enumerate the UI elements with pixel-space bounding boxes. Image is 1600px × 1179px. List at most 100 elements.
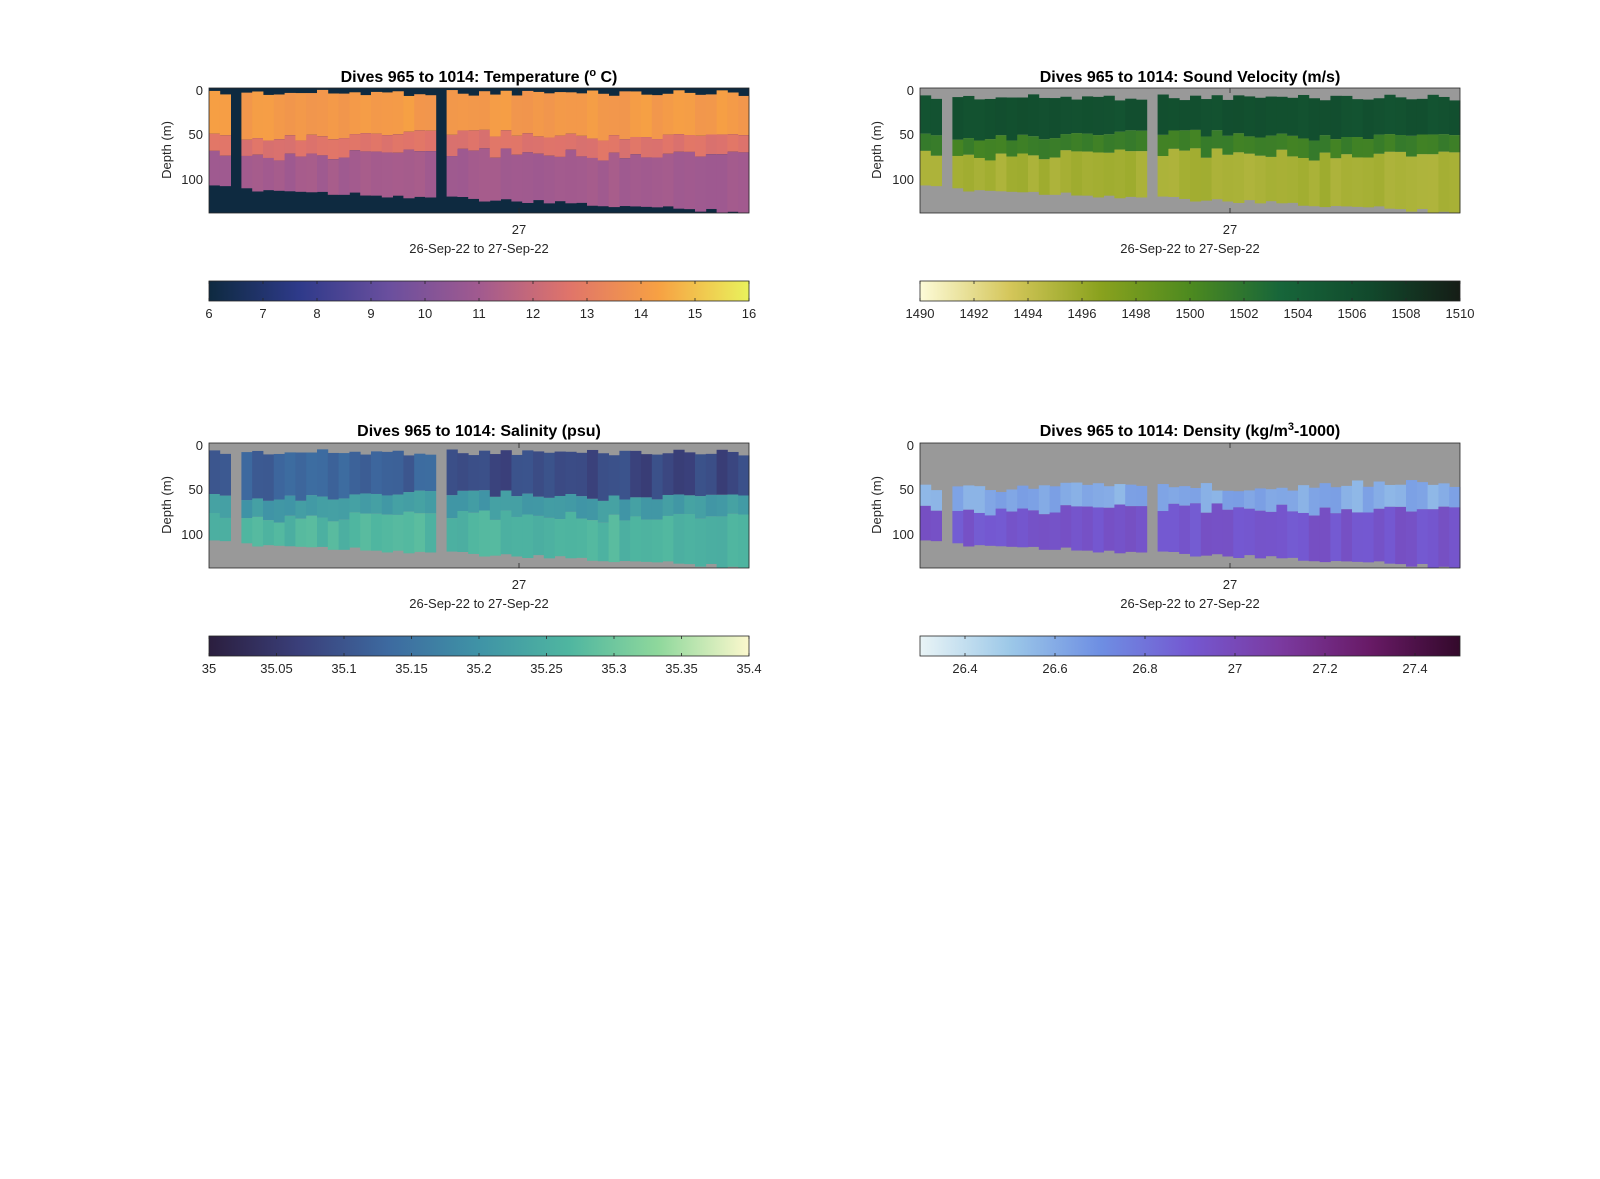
salinity-cell — [533, 451, 545, 497]
temperature-cell — [306, 153, 318, 193]
density-cell — [1017, 485, 1029, 509]
temperature-cell — [651, 157, 663, 208]
salinity-cell — [630, 450, 642, 498]
temperature-colorbar-tick-label: 16 — [742, 306, 756, 321]
salinity-cell — [597, 453, 609, 501]
temperature-cell — [403, 149, 415, 199]
sound-velocity-cell — [1179, 100, 1191, 131]
temperature-cell — [543, 93, 555, 138]
salinity-cell — [565, 511, 577, 559]
sound-velocity-cell — [974, 140, 986, 158]
salinity-cell — [457, 490, 469, 511]
temperature-cell — [295, 156, 307, 192]
salinity-cell — [522, 450, 534, 494]
density-cell — [1082, 484, 1094, 507]
salinity-cell — [576, 496, 588, 519]
salinity-title: Dives 965 to 1014: Salinity (psu) — [357, 423, 601, 440]
temperature-cell — [349, 134, 361, 151]
salinity-cell — [673, 513, 685, 564]
salinity-cell — [414, 513, 426, 552]
salinity-cell — [684, 514, 696, 565]
sound-velocity-cell — [930, 98, 942, 136]
density-cell — [1179, 486, 1191, 506]
sound-velocity-cell — [952, 155, 964, 189]
temperature-cell — [306, 93, 318, 135]
sound-velocity-cell — [1222, 135, 1234, 155]
salinity-cell — [727, 451, 739, 495]
salinity-cell — [716, 494, 728, 517]
salinity-cell — [306, 495, 318, 516]
density-cell — [1244, 508, 1256, 556]
sound-velocity-cell — [1233, 133, 1245, 153]
temperature-cell — [662, 153, 674, 207]
temperature-cell — [489, 136, 501, 158]
salinity-cell — [543, 517, 555, 559]
temperature-cell — [500, 148, 512, 200]
density-cell — [920, 484, 932, 506]
salinity-cell — [727, 494, 739, 514]
sound-velocity-cell — [1136, 130, 1148, 152]
salinity-cell — [554, 451, 566, 496]
salinity-cell — [349, 494, 361, 513]
temperature-cell — [608, 95, 620, 136]
salinity-cell — [662, 515, 674, 562]
temperature-cell — [738, 95, 750, 136]
salinity-cell — [738, 514, 750, 568]
salinity-cell — [263, 500, 275, 521]
sound-velocity-cell — [1406, 99, 1418, 136]
salinity-cell — [543, 452, 555, 498]
sound-velocity-cell — [1298, 94, 1310, 139]
density-cell — [1049, 512, 1061, 550]
density-y-tick-50: 50 — [900, 482, 914, 497]
salinity-cell — [219, 517, 231, 542]
sound-velocity-cell — [1254, 137, 1266, 156]
density-cells — [920, 443, 1461, 568]
density-cell — [995, 508, 1007, 547]
sound-velocity-cell — [1362, 99, 1374, 140]
density-cell — [1211, 503, 1223, 555]
density-cell — [1125, 506, 1137, 552]
salinity-cell — [360, 493, 372, 514]
salinity-cell — [695, 496, 707, 519]
sound-velocity-colorbar-ticks: 1490 1492 1494 1496 1498 1500 1502 1504 1506 1508… — [906, 281, 1474, 321]
density-cell — [920, 505, 932, 541]
density-cell — [1416, 482, 1428, 510]
temperature-cell — [533, 136, 545, 154]
temperature-cell — [479, 129, 491, 149]
temperature-title: Dives 965 to 1014: Temperature (o C) — [341, 67, 618, 86]
salinity-cell — [381, 514, 393, 553]
temperature-cell — [338, 157, 350, 195]
temperature-cell — [457, 148, 469, 197]
density-cell — [1406, 480, 1418, 512]
salinity-colorbar-tick-label: 35.1 — [331, 661, 356, 676]
sound-velocity-cell — [1308, 160, 1320, 207]
density-cell — [995, 492, 1007, 509]
sound-velocity-cell — [1341, 154, 1353, 207]
temperature-cell — [360, 95, 372, 134]
density-y-tick-0: 0 — [907, 438, 914, 453]
density-cell — [1136, 485, 1148, 507]
salinity-cell — [738, 455, 750, 496]
salinity-cell — [273, 522, 285, 546]
temperature-cell — [738, 135, 750, 153]
sound-velocity-cell — [1168, 148, 1180, 197]
sound-velocity-cell — [1125, 151, 1137, 197]
sound-velocity-cell — [1049, 138, 1061, 158]
density-colorbar-tick-label: 27.2 — [1312, 661, 1337, 676]
sound-velocity-cell — [1438, 151, 1450, 212]
sound-velocity-cell — [1341, 95, 1353, 137]
temperature-cell — [684, 151, 696, 210]
density-cell — [1265, 511, 1277, 557]
density-cell — [1330, 513, 1342, 562]
temperature-cell — [587, 157, 599, 206]
temperature-cell — [468, 150, 480, 199]
temperature-cell — [414, 130, 426, 152]
sound-velocity-cell — [1298, 138, 1310, 158]
sound-velocity-y-label: Depth (m) — [869, 121, 884, 179]
temperature-cell — [263, 140, 275, 158]
sound-velocity-cell — [1179, 130, 1191, 151]
salinity-cell — [468, 455, 480, 491]
density-axes-frame — [919, 442, 1461, 569]
salinity-cell — [306, 515, 318, 548]
salinity-cell — [587, 498, 599, 521]
